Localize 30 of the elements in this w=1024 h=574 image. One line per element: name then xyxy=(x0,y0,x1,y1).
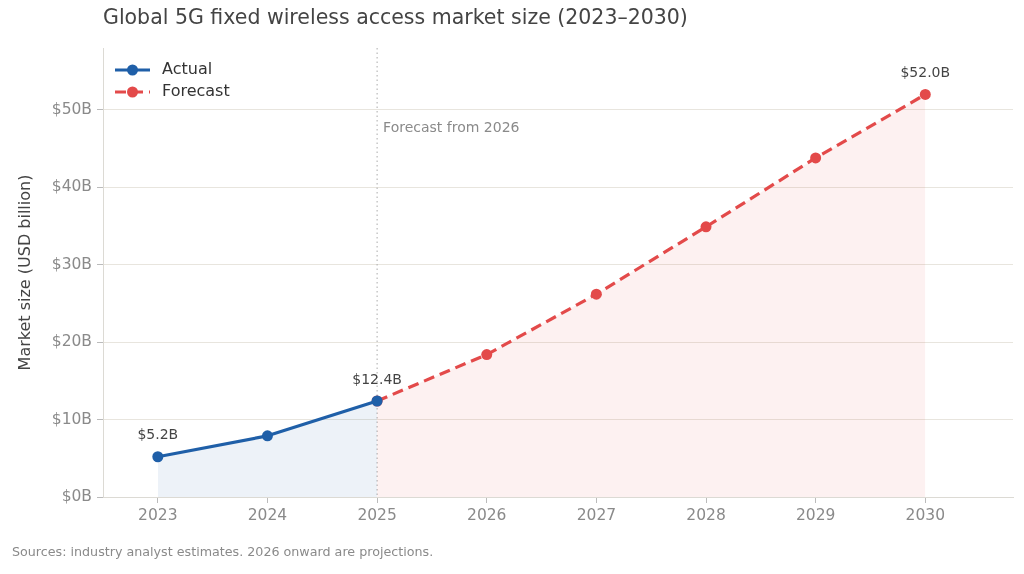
x-tick-label: 2028 xyxy=(686,506,726,525)
point xyxy=(590,288,602,300)
y-tick-label: $30B xyxy=(51,254,92,273)
point xyxy=(261,430,273,442)
ref-line-label: Forecast from 2026 xyxy=(383,119,520,136)
y-tick-label: $0B xyxy=(61,487,92,506)
data-label: $52.0B xyxy=(900,64,951,81)
point xyxy=(700,221,712,233)
y-tick-label: $10B xyxy=(51,409,92,428)
point xyxy=(919,88,931,100)
y-tick-label: $50B xyxy=(51,99,92,118)
chart-title: Global 5G fixed wireless access market size (2023–2030) xyxy=(103,5,688,30)
point xyxy=(152,451,164,463)
y-tick-label: $40B xyxy=(51,177,92,196)
y-axis-title: Market size (USD billion) xyxy=(14,174,34,371)
x-tick-label: 2023 xyxy=(138,506,178,525)
source-note: Sources: industry analyst estimates. 2026 onward are projections. xyxy=(12,544,434,560)
x-tick-label: 2029 xyxy=(795,506,836,525)
point xyxy=(481,349,493,361)
data-label: $12.4B xyxy=(352,370,402,387)
x-tick-label: 2024 xyxy=(247,506,288,525)
x-tick-label: 2026 xyxy=(467,506,507,525)
data-label: $5.2B xyxy=(137,426,179,443)
legend-label: Forecast xyxy=(162,81,230,101)
point xyxy=(810,152,822,164)
y-tick-label: $20B xyxy=(51,332,92,351)
legend-label: Actual xyxy=(162,59,213,79)
x-tick-label: 2027 xyxy=(576,506,617,525)
x-tick-label: 2025 xyxy=(357,506,397,525)
x-tick-label: 2030 xyxy=(905,506,946,525)
